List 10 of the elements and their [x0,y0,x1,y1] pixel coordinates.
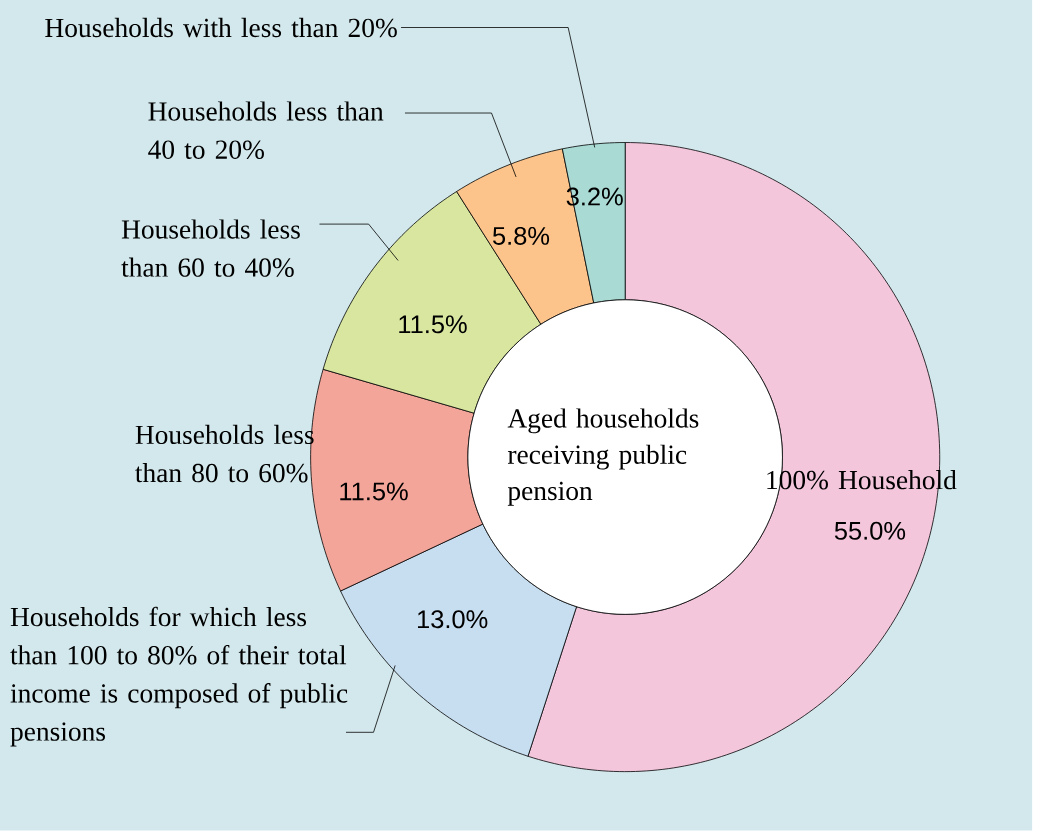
slice-label: Households with less than 20% [45,18,397,38]
slice-label: Households less than 60 to 40% [121,219,300,278]
data-label: 55.0% [834,521,906,540]
slice-label: Households less than 40 to 20% [148,101,384,160]
slice-label: Households for which less than 100 to 80% of their total income is composed of public pensions [10,606,348,747]
data-label: 13.0% [418,610,488,629]
data-label: 11.5% [399,315,467,334]
text: Aged households receiving public pension [507,408,699,506]
data-label: 11.5% [340,482,408,501]
data-label: 5.8% [492,227,550,246]
